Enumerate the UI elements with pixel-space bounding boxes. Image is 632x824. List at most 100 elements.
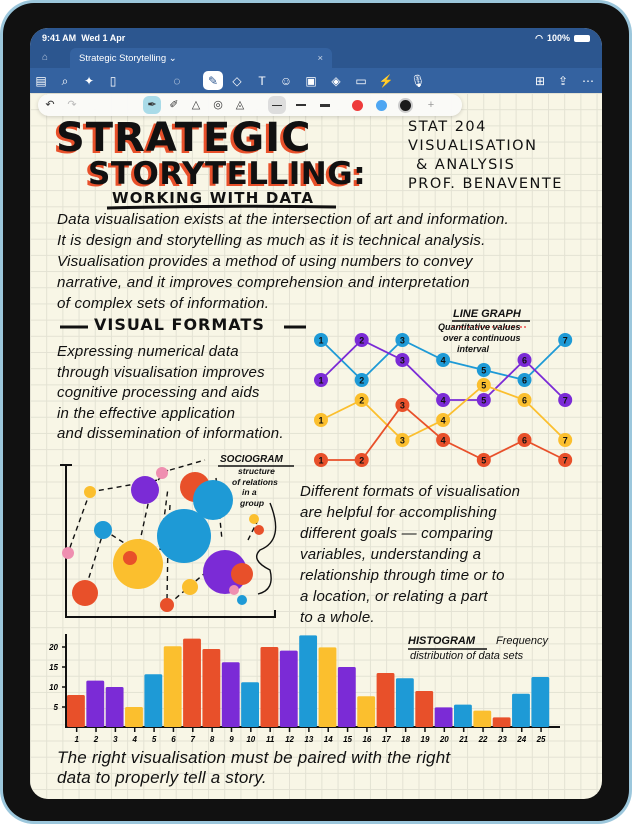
x-tick-label: 23 xyxy=(497,735,507,744)
thickness-thin-button[interactable] xyxy=(268,96,286,114)
redo-button[interactable]: ↷ xyxy=(67,98,77,111)
more-icon[interactable]: ⋯ xyxy=(582,73,594,88)
histogram-bar xyxy=(357,696,376,727)
course-info-line: PROF. BENAVENTE xyxy=(408,176,563,192)
purple-point xyxy=(395,353,410,367)
add-page-icon[interactable]: ⊞ xyxy=(534,73,546,88)
x-tick-label: 24 xyxy=(516,735,526,744)
laser-pointer-icon[interactable]: ⚡ xyxy=(378,73,394,88)
x-tick-label: 25 xyxy=(536,735,546,744)
purple-point xyxy=(436,393,451,407)
title-storytelling: STORYTELLING: xyxy=(88,156,367,192)
histogram-bar xyxy=(492,717,511,727)
sidebar-icon[interactable]: ▤ xyxy=(35,73,47,88)
intro-line: narrative, and it improves comprehension… xyxy=(57,274,470,291)
line-graph-desc-line: Quantitative values xyxy=(438,322,521,332)
color-red-swatch[interactable] xyxy=(348,96,366,114)
brush-pen-icon[interactable]: ✐ xyxy=(169,98,179,111)
goals-line: Different formats of visualisation xyxy=(300,483,521,500)
sociogram xyxy=(60,459,277,618)
thickness-medium-button[interactable] xyxy=(292,96,310,114)
purple-point xyxy=(354,333,369,347)
shapes-icon[interactable]: ◈ xyxy=(331,73,341,88)
red-point xyxy=(354,453,369,467)
intro-line: Visualisation provides a method of using… xyxy=(57,253,473,270)
search-icon[interactable]: ⌕ xyxy=(61,73,69,88)
fountain-pen-icon[interactable]: ✒ xyxy=(143,96,161,114)
eraser-icon[interactable]: ◇ xyxy=(232,73,242,88)
add-color-button[interactable]: + xyxy=(427,98,435,111)
histogram-bar xyxy=(67,695,85,727)
battery-percent: 100% xyxy=(546,33,570,43)
x-tick-label: 11 xyxy=(266,735,275,744)
sparkle-icon[interactable]: ✦ xyxy=(83,73,95,88)
wifi-icon: ◠ xyxy=(535,32,543,43)
histogram-desc-1: Frequency xyxy=(496,635,548,647)
red-point xyxy=(436,433,451,447)
x-tick-label: 12 xyxy=(285,735,294,744)
histogram-bar xyxy=(105,687,124,727)
formats-line: and dissemination of information. xyxy=(57,425,284,442)
yellow-point xyxy=(395,433,410,447)
x-tick-label: 7 xyxy=(191,735,196,744)
blue-point xyxy=(314,333,328,347)
shape-pen-icon[interactable]: ◬ xyxy=(235,98,245,111)
sociogram-desc-line: in a xyxy=(242,487,257,497)
color-black-swatch[interactable] xyxy=(396,96,414,114)
sociogram-label: SOCIOGRAM xyxy=(220,454,283,465)
formats-line: Expressing numerical data xyxy=(57,343,239,360)
x-tick-label: 1 xyxy=(74,735,79,744)
home-icon[interactable]: ⌂ xyxy=(42,52,49,63)
histogram-bar xyxy=(163,646,182,727)
color-dot xyxy=(375,99,387,111)
y-tick-label: 5 xyxy=(54,703,59,712)
tab-bar: ⌂ Strategic Storytelling ⌄ × xyxy=(30,48,602,68)
highlighter-icon[interactable]: △ xyxy=(191,98,201,111)
point-label: 5 xyxy=(481,456,486,466)
formats-line: through visualisation improves xyxy=(57,363,265,381)
document-icon[interactable]: ▯ xyxy=(109,73,117,88)
point-label: 4 xyxy=(441,356,446,366)
chevron-down-icon[interactable]: ⌄ xyxy=(168,52,177,64)
battery-icon xyxy=(574,34,590,42)
histogram-bar xyxy=(434,707,453,727)
yellow-point xyxy=(314,413,328,427)
sociogram-desc-line: structure xyxy=(238,466,275,476)
point-label: 5 xyxy=(481,366,486,376)
x-tick-label: 18 xyxy=(401,735,410,744)
tape-icon[interactable]: ◎ xyxy=(213,98,223,111)
histogram-bar xyxy=(454,704,472,727)
point-label: 2 xyxy=(359,376,364,386)
undo-button[interactable]: ↶ xyxy=(45,98,55,111)
subtitle-underline xyxy=(106,204,337,210)
thickness-thick-button[interactable] xyxy=(316,96,334,114)
sticky-note-icon[interactable]: ▭ xyxy=(355,73,367,88)
point-label: 4 xyxy=(441,416,446,426)
image-icon[interactable]: ▣ xyxy=(305,73,317,88)
blue-point xyxy=(436,353,451,367)
blue-point xyxy=(395,333,410,347)
tab-strategic-storytelling[interactable]: Strategic Storytelling ⌄ × xyxy=(70,48,332,68)
tab-title: Strategic Storytelling xyxy=(79,52,167,64)
thickness-line-icon xyxy=(296,104,306,106)
share-icon[interactable]: ⇪ xyxy=(557,73,569,88)
thickness-line-icon xyxy=(320,103,330,107)
histogram-bar xyxy=(221,662,240,727)
sticker-icon[interactable]: ☺ xyxy=(279,73,293,88)
x-tick-label: 8 xyxy=(210,735,215,744)
lasso-icon[interactable]: ◌ xyxy=(173,73,181,88)
blue-point xyxy=(517,373,532,387)
close-tab-icon[interactable]: × xyxy=(317,52,323,64)
microphone-icon[interactable]: 🎙 xyxy=(410,73,426,88)
closing-line: data to properly tell a story. xyxy=(57,768,267,787)
bezel: 9:41 AM Wed 1 Apr ◠ 100% ⌂ Strategic Stor… xyxy=(3,3,629,821)
point-label: 1 xyxy=(318,376,323,386)
text-box-icon[interactable]: T xyxy=(258,73,266,88)
color-blue-swatch[interactable] xyxy=(372,96,390,114)
y-tick-label: 20 xyxy=(48,643,58,652)
pen-icon[interactable]: ✎ xyxy=(203,71,223,90)
status-bar: 9:41 AM Wed 1 Apr ◠ 100% xyxy=(30,28,602,48)
histogram-axes xyxy=(65,634,560,728)
y-tick-label: 15 xyxy=(49,663,58,672)
